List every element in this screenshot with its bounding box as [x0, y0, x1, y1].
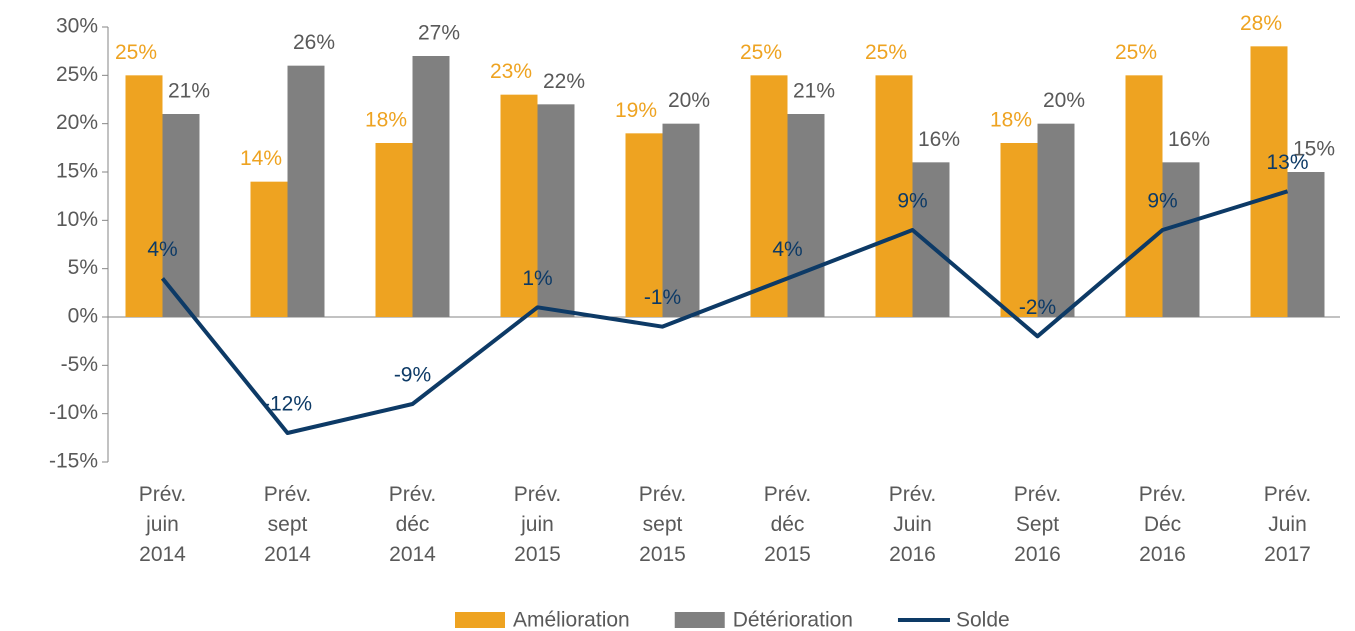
- y-tick-label: 0%: [68, 305, 98, 328]
- bar: [875, 75, 913, 317]
- bar: [625, 133, 663, 317]
- data-label: 22%: [543, 70, 585, 93]
- data-label: 28%: [1240, 12, 1282, 35]
- data-label: 1%: [522, 267, 552, 290]
- y-tick-label: 25%: [56, 63, 98, 86]
- bar: [1162, 162, 1200, 317]
- x-tick-label: Prév. Juin 2017: [1264, 483, 1311, 566]
- bar: [537, 104, 575, 317]
- data-label: 27%: [418, 22, 460, 45]
- bar: [1287, 172, 1325, 317]
- data-label: 4%: [772, 238, 802, 261]
- data-label: 20%: [1043, 89, 1085, 112]
- data-label: -1%: [644, 286, 681, 309]
- x-tick-label: Prév. Déc 2016: [1139, 483, 1186, 566]
- bar: [250, 181, 288, 317]
- data-label: -12%: [263, 393, 312, 416]
- data-label: 26%: [293, 31, 335, 54]
- bar: [912, 162, 950, 317]
- x-tick-label: Prév. sept 2014: [264, 483, 311, 566]
- x-tick-label: Prév. Juin 2016: [889, 483, 936, 566]
- data-label: 21%: [793, 80, 835, 103]
- x-tick-label: Prév. juin 2015: [514, 483, 561, 566]
- line: [160, 189, 1289, 435]
- y-tick-label: 10%: [56, 208, 98, 231]
- legend-label: Solde: [956, 609, 1010, 631]
- y-tick-label: -10%: [49, 401, 98, 424]
- x-tick-label: Prév. juin 2014: [139, 483, 186, 566]
- data-label: 25%: [740, 41, 782, 64]
- data-label: 9%: [1147, 190, 1177, 213]
- data-label: 9%: [897, 190, 927, 213]
- bar: [125, 75, 163, 317]
- data-label: 16%: [918, 128, 960, 151]
- legend-swatch: [455, 612, 505, 628]
- y-tick-label: 5%: [68, 256, 98, 279]
- data-label: 20%: [668, 89, 710, 112]
- data-label: 25%: [865, 41, 907, 64]
- data-label: 4%: [147, 238, 177, 261]
- data-label: 23%: [490, 60, 532, 83]
- data-label: 25%: [115, 41, 157, 64]
- bar: [1250, 46, 1288, 317]
- bar: [1125, 75, 1163, 317]
- legend-swatch: [674, 612, 725, 628]
- bar: [1000, 143, 1038, 317]
- y-tick-label: -5%: [61, 353, 98, 376]
- data-label: 19%: [615, 99, 657, 122]
- y-tick-label: -15%: [49, 450, 98, 473]
- data-label: 21%: [168, 80, 210, 103]
- legend-label: Amélioration: [513, 609, 630, 631]
- bar: [787, 114, 825, 317]
- data-label: 16%: [1168, 128, 1210, 151]
- data-label: 18%: [990, 109, 1032, 132]
- legend-label: Détérioration: [733, 609, 853, 631]
- bar: [287, 65, 325, 318]
- bar: [662, 123, 700, 318]
- bar: [375, 143, 413, 317]
- y-tick-label: 20%: [56, 111, 98, 134]
- x-tick-label: Prév. déc 2015: [764, 483, 811, 566]
- bar: [412, 56, 450, 317]
- data-label: 18%: [365, 109, 407, 132]
- x-tick-label: Prév. sept 2015: [639, 483, 686, 566]
- data-label: 15%: [1293, 138, 1335, 161]
- data-label: 25%: [1115, 41, 1157, 64]
- bar: [1037, 123, 1075, 318]
- bar: [750, 75, 788, 317]
- x-tick-label: Prév. déc 2014: [389, 483, 436, 566]
- y-tick-label: 30%: [56, 15, 98, 38]
- data-label: -9%: [394, 364, 431, 387]
- data-label: 13%: [1266, 151, 1308, 174]
- x-tick-label: Prév. Sept 2016: [1014, 483, 1061, 566]
- data-label: 14%: [240, 147, 282, 170]
- data-label: -2%: [1019, 296, 1056, 319]
- bar: [500, 94, 538, 318]
- y-tick-label: 15%: [56, 160, 98, 183]
